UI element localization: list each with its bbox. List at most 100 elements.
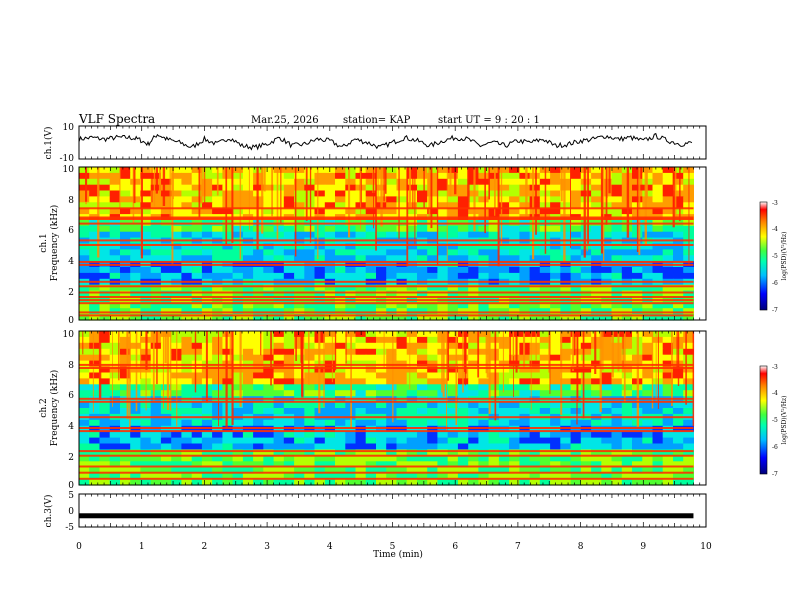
spectrogram-cell [478,231,490,239]
spectrogram-cell [406,455,418,462]
spectrogram-cell [294,473,305,480]
spectrogram-cell [263,354,275,362]
spectrogram-cell [406,342,418,350]
spectrogram-cell [140,455,152,462]
spectrogram-cell [498,348,510,356]
spectrogram-streak [488,331,491,363]
spectrogram-cell [498,190,510,197]
spectrogram-cell [560,167,572,174]
spectrogram-cell [591,390,602,397]
spectrogram-cell [345,255,357,262]
spectrogram-cell [232,479,244,486]
spectrogram-cell [283,467,295,474]
spectrogram-cell [304,331,316,338]
spectrogram-cell [447,479,459,486]
spectrogram-cell [324,378,336,385]
spectrogram-streak [608,167,611,194]
ch1-colorbar [759,201,768,311]
spectrogram-cell [683,425,694,433]
spectrogram-cell [539,425,551,433]
spectrogram-cell [550,402,561,409]
spectrogram-cell [253,314,264,321]
spectrogram-cell [120,172,131,180]
spectrogram-cell [335,272,346,280]
spectrogram-cell [79,178,90,186]
spectrogram-cell [386,314,397,321]
spectrogram-cell [79,443,90,450]
spectrogram-cell [150,354,162,362]
spectrogram-cell [191,167,203,174]
spectrogram-cell [621,366,633,373]
spectrogram-cell [642,314,654,321]
spectrogram-cell [355,378,367,385]
spectrogram-cell [662,231,674,239]
spectrogram-cell [601,255,613,262]
spectrogram-cell [427,172,438,180]
spectrogram-cell [621,437,633,445]
spectrogram-cell [580,284,592,292]
spectrogram-cell [283,360,295,368]
spectrogram-streak [672,167,675,228]
spectrogram-cell [376,431,387,439]
spectrogram-cell [560,479,572,486]
spectrogram-cell [478,443,490,450]
spectrogram-cell [417,455,428,462]
spectrogram-cell [150,390,162,397]
spectrogram-cell [611,249,623,256]
spectrogram-cell [335,208,346,215]
spectrogram-cell [294,372,305,379]
spectrogram-cell [109,208,121,215]
spectrogram-cell [570,425,582,433]
spectrogram-cell [427,314,438,321]
spectrogram-cell [396,196,408,203]
spectrogram-cell [355,419,367,427]
spectrogram-cell [457,190,469,197]
spectrogram-cell [79,390,90,397]
spectrogram-cell [417,402,428,409]
spectrogram-cell [570,243,582,250]
spectrogram-cell [89,249,100,256]
spectrogram-cell [242,184,254,192]
spectrogram-cell [642,425,654,433]
spectrogram-cell [601,443,613,450]
spectrogram-streak [318,331,321,414]
spectrogram-cell [79,455,90,462]
spectrogram-cell [427,336,438,344]
spectrogram-cell [498,455,510,462]
spectrogram-cell [150,290,162,298]
spectrogram-cell [427,443,438,450]
spectrogram-cell [457,425,469,433]
spectrogram-cell [457,449,469,456]
spectrogram-cell [181,272,193,280]
spectrogram-cell [427,284,438,292]
spectrogram-cell [580,378,592,385]
spectrogram-cell [130,378,141,385]
spectrogram-cell [396,360,408,368]
spectrogram-cell [191,378,203,385]
spectrogram-cell [89,461,100,468]
spectrogram-cell [222,255,234,262]
spectrogram-cell [488,408,500,415]
spectrogram-cell [621,419,633,427]
spectrogram-cell [283,231,295,239]
spectrogram-cell [130,302,141,309]
spectrogram-cell [89,184,100,192]
spectrogram-cell [345,243,357,250]
spectrogram-cell [550,302,561,309]
spectrogram-cell [457,443,469,450]
spectrogram-cell [468,231,479,239]
spectrogram-cell [201,172,213,180]
spectrogram-cell [642,243,654,250]
spectrogram-cell [242,231,254,239]
spectrogram-cell [509,342,520,350]
spectrogram-cell [652,449,664,456]
spectrogram-cell [529,172,541,180]
spectrogram-cell [591,255,602,262]
spectrogram-cell [314,243,326,250]
spectrogram-cell [120,390,131,397]
spectrogram-cell [283,196,295,203]
spectrogram-cell [314,196,326,203]
spectrogram-cell [294,267,305,274]
spectrogram-cell [447,255,459,262]
spectrogram-cell [509,184,520,192]
